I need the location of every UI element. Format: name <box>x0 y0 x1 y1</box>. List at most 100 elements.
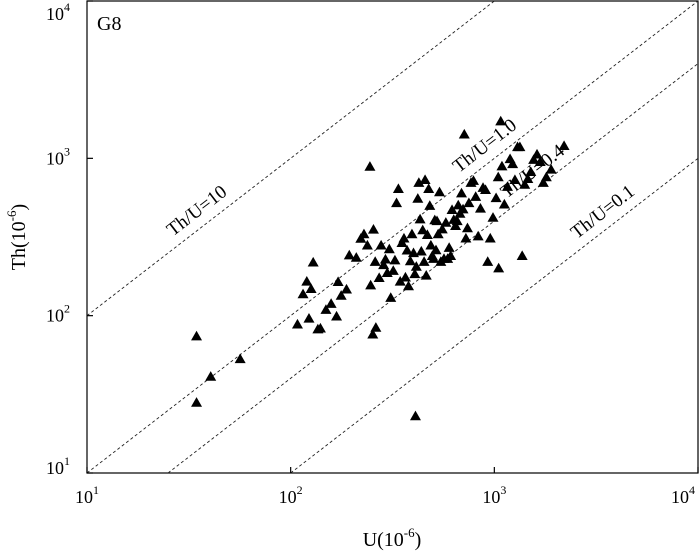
data-point-40 <box>394 275 406 286</box>
data-point-46 <box>404 255 416 266</box>
x-tick-label-exp-1: 2 <box>297 483 303 497</box>
y-axis-label-close: ) <box>8 204 30 211</box>
data-point-50 <box>410 261 422 271</box>
y-tick-label-3: 104 <box>46 0 70 24</box>
x-tick-label-0: 101 <box>75 483 99 507</box>
data-point-39 <box>392 183 404 193</box>
y-tick-label-base-0: 10 <box>46 458 64 478</box>
x-tick-label-base-3: 10 <box>671 487 689 507</box>
data-point-84 <box>457 203 469 214</box>
data-point-71 <box>436 223 448 234</box>
x-tick-label-1: 102 <box>279 483 303 507</box>
data-point-9 <box>307 256 319 267</box>
data-point-49 <box>409 268 421 279</box>
data-point-45 <box>403 280 415 291</box>
data-point-107 <box>509 174 521 184</box>
x-tick-label-exp-3: 4 <box>689 483 695 497</box>
data-point-22 <box>361 239 373 250</box>
data-point-29 <box>373 272 385 282</box>
data-point-104 <box>501 181 513 191</box>
data-point-11 <box>314 322 326 333</box>
data-point-115 <box>531 148 543 159</box>
data-point-93 <box>474 202 486 213</box>
data-point-47 <box>406 228 418 239</box>
data-point-19 <box>350 252 362 262</box>
data-point-60 <box>423 183 435 193</box>
y-tick-label-base-1: 10 <box>46 306 64 326</box>
data-point-42 <box>398 232 410 243</box>
data-point-27 <box>369 256 381 266</box>
data-point-119 <box>545 163 557 174</box>
data-point-92 <box>472 230 484 241</box>
data-point-23 <box>364 161 376 171</box>
data-point-97 <box>484 232 496 243</box>
x-axis-label: U(10-6) <box>363 525 422 551</box>
data-point-88 <box>463 197 475 208</box>
y-tick-label-2: 103 <box>46 144 70 168</box>
ref-line-2 <box>167 63 699 474</box>
data-point-99 <box>490 192 502 203</box>
y-tick-label-1: 102 <box>46 302 70 326</box>
data-point-112 <box>522 173 534 184</box>
data-point-16 <box>335 290 347 300</box>
data-point-55 <box>417 224 429 235</box>
ref-line-3 <box>290 157 699 474</box>
data-point-48 <box>408 247 420 258</box>
data-point-69 <box>434 186 446 197</box>
data-point-8 <box>305 283 317 294</box>
data-point-96 <box>482 256 494 266</box>
data-point-106 <box>507 158 519 169</box>
data-point-30 <box>375 239 387 250</box>
data-point-51 <box>412 193 424 203</box>
y-axis-label-exponent: -6 <box>4 210 19 221</box>
data-point-109 <box>514 141 526 152</box>
data-point-34 <box>383 243 395 254</box>
data-point-18 <box>343 249 355 260</box>
plot-frame <box>86 0 699 474</box>
data-point-61 <box>424 200 436 210</box>
x-axis-label-close: ) <box>415 529 422 551</box>
ref-line-label-0: Th/U=10 <box>163 181 231 240</box>
y-axis-label: Th(10-6) <box>4 204 30 270</box>
data-point-62 <box>425 239 437 250</box>
data-point-110 <box>516 250 528 260</box>
data-point-57 <box>419 174 431 184</box>
data-point-91 <box>470 191 482 201</box>
data-point-101 <box>495 115 507 126</box>
data-point-14 <box>331 310 343 321</box>
data-point-77 <box>446 204 458 215</box>
data-point-56 <box>418 256 430 266</box>
data-point-36 <box>387 265 399 275</box>
data-point-66 <box>430 244 442 255</box>
data-point-31 <box>378 259 390 270</box>
data-point-121 <box>493 262 505 273</box>
x-axis-label-exponent: -6 <box>404 525 415 540</box>
data-point-21 <box>358 228 370 239</box>
data-point-90 <box>467 175 479 185</box>
y-tick-label-exp-0: 1 <box>64 454 70 468</box>
y-tick-label-0: 101 <box>46 454 70 478</box>
data-point-25 <box>367 328 379 339</box>
x-tick-label-base-0: 10 <box>75 487 93 507</box>
data-point-118 <box>540 171 552 182</box>
data-point-7 <box>303 312 315 323</box>
data-point-15 <box>332 276 344 286</box>
y-axis-label-group: Th(10-6) <box>4 204 30 270</box>
data-point-81 <box>452 199 464 210</box>
data-point-103 <box>498 198 510 209</box>
x-tick-label-exp-0: 1 <box>93 483 99 497</box>
data-point-2 <box>205 371 217 381</box>
data-point-83 <box>456 187 468 198</box>
data-point-113 <box>525 166 537 177</box>
data-point-1 <box>191 397 203 407</box>
data-point-58 <box>420 270 432 280</box>
data-point-32 <box>379 253 391 264</box>
data-point-53 <box>414 213 426 224</box>
data-point-79 <box>450 220 462 231</box>
y-axis-label-text: Th(10 <box>8 221 30 270</box>
x-tick-label-exp-2: 3 <box>500 483 506 497</box>
x-tick-label-base-1: 10 <box>279 487 297 507</box>
data-point-6 <box>301 275 313 286</box>
